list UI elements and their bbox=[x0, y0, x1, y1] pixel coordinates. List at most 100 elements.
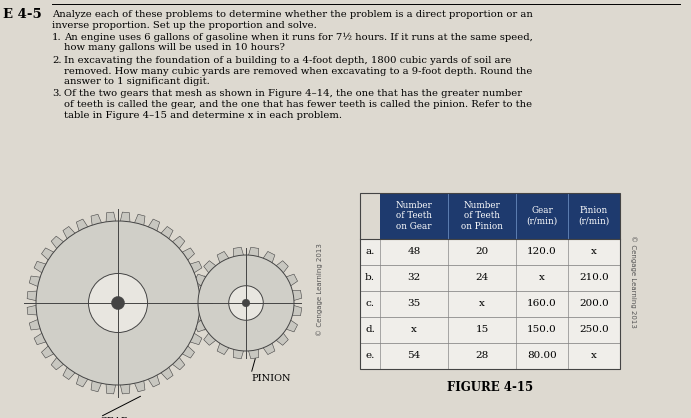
Text: Number
of Teeth
on Gear: Number of Teeth on Gear bbox=[396, 201, 433, 231]
Text: 35: 35 bbox=[408, 300, 421, 308]
Circle shape bbox=[198, 255, 294, 351]
Polygon shape bbox=[190, 305, 200, 316]
Polygon shape bbox=[195, 276, 207, 287]
Text: x: x bbox=[591, 352, 597, 360]
Text: An engine uses 6 gallons of gasoline when it runs for 7½ hours. If it runs at th: An engine uses 6 gallons of gasoline whe… bbox=[64, 33, 533, 42]
Text: © Cengage Learning 2013: © Cengage Learning 2013 bbox=[630, 234, 636, 327]
Polygon shape bbox=[134, 380, 145, 392]
Text: © Cengage Learning 2013: © Cengage Learning 2013 bbox=[316, 244, 323, 336]
Polygon shape bbox=[27, 305, 38, 315]
Polygon shape bbox=[182, 345, 195, 358]
Polygon shape bbox=[148, 374, 160, 387]
Polygon shape bbox=[189, 333, 202, 345]
Text: removed. How many cubic yards are removed when excavating to a 9-foot depth. Rou: removed. How many cubic yards are remove… bbox=[64, 66, 532, 76]
Circle shape bbox=[36, 221, 200, 385]
Polygon shape bbox=[285, 320, 298, 332]
Text: 32: 32 bbox=[408, 273, 421, 283]
Text: answer to 1 significant digit.: answer to 1 significant digit. bbox=[64, 77, 210, 86]
Text: 150.0: 150.0 bbox=[527, 326, 557, 334]
Polygon shape bbox=[234, 247, 244, 257]
Polygon shape bbox=[41, 345, 55, 358]
Polygon shape bbox=[160, 227, 173, 240]
Polygon shape bbox=[204, 261, 216, 274]
Polygon shape bbox=[51, 236, 64, 249]
Text: 48: 48 bbox=[408, 247, 421, 257]
Polygon shape bbox=[91, 380, 102, 392]
Polygon shape bbox=[171, 236, 184, 249]
Text: x: x bbox=[479, 300, 485, 308]
Text: 3.: 3. bbox=[52, 89, 61, 99]
Text: table in Figure 4–15 and determine x in each problem.: table in Figure 4–15 and determine x in … bbox=[64, 110, 342, 120]
Polygon shape bbox=[292, 305, 302, 316]
Text: x: x bbox=[591, 247, 597, 257]
Polygon shape bbox=[91, 214, 102, 226]
Polygon shape bbox=[34, 333, 47, 345]
Text: In excavating the foundation of a building to a 4-foot depth, 1800 cubic yards o: In excavating the foundation of a buildi… bbox=[64, 56, 511, 65]
Text: 200.0: 200.0 bbox=[579, 300, 609, 308]
Polygon shape bbox=[120, 383, 130, 394]
Text: d.: d. bbox=[365, 326, 375, 334]
FancyBboxPatch shape bbox=[360, 239, 620, 265]
Text: 120.0: 120.0 bbox=[527, 247, 557, 257]
Polygon shape bbox=[195, 319, 207, 330]
FancyBboxPatch shape bbox=[360, 291, 620, 317]
Text: e.: e. bbox=[366, 352, 375, 360]
Text: c.: c. bbox=[366, 300, 375, 308]
Text: of teeth is called the gear, and the one that has fewer teeth is called the pini: of teeth is called the gear, and the one… bbox=[64, 100, 532, 109]
Circle shape bbox=[111, 296, 124, 310]
Polygon shape bbox=[76, 374, 88, 387]
Text: x: x bbox=[411, 326, 417, 334]
Polygon shape bbox=[248, 348, 258, 359]
Polygon shape bbox=[171, 357, 184, 370]
Text: Analyze each of these problems to determine whether the problem is a direct prop: Analyze each of these problems to determ… bbox=[52, 10, 533, 19]
Polygon shape bbox=[217, 342, 229, 354]
Text: x: x bbox=[539, 273, 545, 283]
Text: 1.: 1. bbox=[52, 33, 61, 42]
Text: 80.00: 80.00 bbox=[527, 352, 557, 360]
Polygon shape bbox=[27, 291, 38, 301]
Polygon shape bbox=[51, 357, 64, 370]
Polygon shape bbox=[198, 291, 209, 301]
Text: b.: b. bbox=[365, 273, 375, 283]
Polygon shape bbox=[194, 320, 207, 332]
Text: Gear
(r/min): Gear (r/min) bbox=[527, 206, 558, 226]
Polygon shape bbox=[41, 248, 55, 261]
Polygon shape bbox=[234, 348, 244, 359]
Text: FIGURE 4-15: FIGURE 4-15 bbox=[447, 381, 533, 394]
Text: E 4-5: E 4-5 bbox=[3, 8, 41, 21]
Text: a.: a. bbox=[366, 247, 375, 257]
Circle shape bbox=[88, 273, 147, 333]
Text: Of the two gears that mesh as shown in Figure 4–14, the one that has the greater: Of the two gears that mesh as shown in F… bbox=[64, 89, 522, 99]
Polygon shape bbox=[160, 367, 173, 380]
FancyBboxPatch shape bbox=[360, 317, 620, 343]
Text: PINION: PINION bbox=[251, 374, 290, 383]
Polygon shape bbox=[106, 383, 116, 394]
FancyBboxPatch shape bbox=[360, 343, 620, 369]
Polygon shape bbox=[198, 305, 209, 315]
Polygon shape bbox=[29, 319, 41, 330]
Polygon shape bbox=[76, 219, 88, 232]
Polygon shape bbox=[182, 248, 195, 261]
Polygon shape bbox=[248, 247, 258, 257]
Polygon shape bbox=[292, 291, 302, 301]
Polygon shape bbox=[204, 332, 216, 345]
Circle shape bbox=[229, 286, 263, 320]
Polygon shape bbox=[106, 212, 116, 223]
Text: Pinion
(r/min): Pinion (r/min) bbox=[578, 206, 609, 226]
Polygon shape bbox=[63, 227, 76, 240]
Text: inverse proportion. Set up the proportion and solve.: inverse proportion. Set up the proportio… bbox=[52, 20, 316, 30]
Polygon shape bbox=[120, 212, 130, 223]
Polygon shape bbox=[263, 342, 275, 354]
Text: 160.0: 160.0 bbox=[527, 300, 557, 308]
Polygon shape bbox=[34, 261, 47, 273]
FancyBboxPatch shape bbox=[380, 193, 620, 239]
Polygon shape bbox=[63, 367, 76, 380]
Text: how many gallons will be used in 10 hours?: how many gallons will be used in 10 hour… bbox=[64, 43, 285, 53]
Circle shape bbox=[242, 299, 250, 307]
Polygon shape bbox=[134, 214, 145, 226]
Text: 28: 28 bbox=[475, 352, 489, 360]
Text: GEAR: GEAR bbox=[100, 417, 129, 418]
Polygon shape bbox=[189, 261, 202, 273]
Text: 2.: 2. bbox=[52, 56, 61, 65]
Polygon shape bbox=[190, 291, 200, 301]
